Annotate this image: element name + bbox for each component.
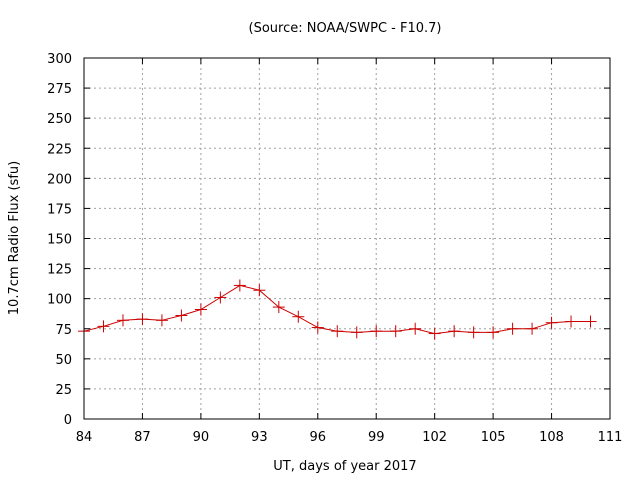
y-tick-label: 100 — [47, 293, 72, 308]
data-point-marker — [506, 322, 519, 335]
data-point-marker — [545, 316, 558, 329]
gridlines — [84, 58, 610, 419]
data-point-marker — [311, 321, 324, 334]
data-point-marker — [428, 327, 441, 340]
data-point-marker — [272, 301, 285, 314]
data-point-marker — [175, 309, 188, 322]
data-point-marker — [292, 310, 305, 323]
axis-ticks — [83, 57, 611, 420]
x-tick-label: 102 — [422, 430, 447, 445]
data-point-marker — [370, 325, 383, 338]
x-axis-title: UT, days of year 2017 — [273, 459, 416, 474]
y-tick-label: 125 — [47, 263, 72, 278]
y-tick-label: 300 — [47, 52, 72, 67]
y-tick-label: 250 — [47, 112, 72, 127]
data-point-marker — [467, 326, 480, 339]
data-point-marker — [136, 313, 149, 326]
x-tick-label: 105 — [481, 430, 506, 445]
x-tick-label: 111 — [598, 430, 623, 445]
x-tick-label: 108 — [539, 430, 564, 445]
data-point-marker — [253, 284, 266, 297]
x-tick-label: 96 — [310, 430, 327, 445]
x-tick-labels: 84 87 90 93 96 99 102 105 108 111 — [76, 430, 623, 445]
plot-frame — [83, 57, 611, 420]
data-point-marker — [331, 325, 344, 338]
y-tick-label: 50 — [55, 353, 72, 368]
data-point-marker — [233, 279, 246, 292]
data-point-marker — [155, 314, 168, 327]
data-point-marker — [97, 320, 110, 333]
y-tick-label: 200 — [47, 172, 72, 187]
x-tick-label: 87 — [134, 430, 151, 445]
y-tick-label: 0 — [64, 413, 72, 428]
y-tick-labels: 0 25 50 75 100 125 150 175 200 225 250 275 300 — [47, 52, 72, 428]
data-point-marker — [409, 322, 422, 335]
y-tick-label: 25 — [55, 383, 72, 398]
y-tick-label: 175 — [47, 202, 72, 217]
data-point-marker — [350, 326, 363, 339]
data-point-marker — [214, 291, 227, 304]
y-tick-label: 225 — [47, 142, 72, 157]
data-point-marker — [584, 315, 597, 328]
x-tick-label: 99 — [368, 430, 385, 445]
y-tick-label: 150 — [47, 233, 72, 248]
x-tick-label: 84 — [76, 430, 93, 445]
data-point-marker — [448, 325, 461, 338]
y-tick-label: 75 — [55, 323, 72, 338]
chart-title: (Source: NOAA/SWPC - F10.7) — [249, 21, 442, 36]
data-point-marker — [116, 314, 129, 327]
data-point-marker — [526, 322, 539, 335]
x-tick-label: 93 — [251, 430, 268, 445]
data-point-marker — [194, 303, 207, 316]
data-point-marker — [487, 326, 500, 339]
data-series — [78, 279, 597, 340]
y-axis-title: 10.7cm Radio Flux (sfu) — [7, 161, 22, 315]
x-tick-label: 90 — [193, 430, 210, 445]
data-point-marker — [389, 325, 402, 338]
data-point-marker — [565, 315, 578, 328]
y-tick-label: 275 — [47, 82, 72, 97]
